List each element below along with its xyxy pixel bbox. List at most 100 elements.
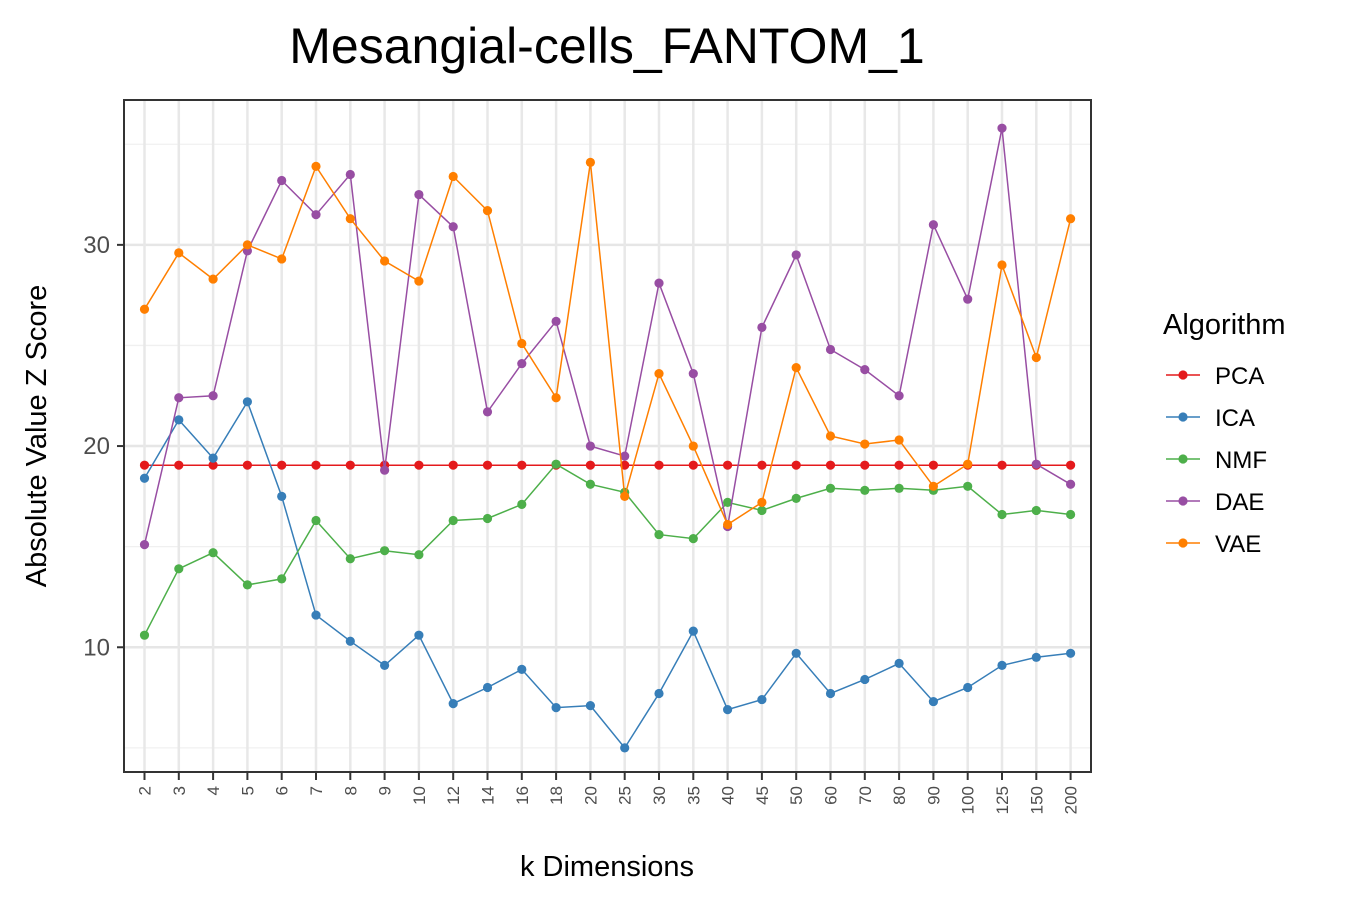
data-point-ica bbox=[345, 636, 355, 646]
x-tick-label: 100 bbox=[959, 786, 978, 814]
data-point-pca bbox=[517, 460, 527, 470]
data-point-vae bbox=[997, 260, 1007, 270]
data-point-dae bbox=[517, 358, 527, 369]
data-point-dae bbox=[208, 391, 218, 401]
data-point-nmf bbox=[723, 497, 733, 507]
data-point-pca bbox=[825, 460, 836, 470]
data-point-nmf bbox=[242, 580, 252, 590]
data-point-vae bbox=[723, 519, 733, 530]
data-point-ica bbox=[791, 648, 801, 658]
panel-border bbox=[123, 99, 1092, 773]
series-line-vae bbox=[143, 162, 1072, 526]
data-point-ica bbox=[688, 626, 698, 636]
data-point-pca bbox=[208, 460, 218, 470]
data-point-ica bbox=[414, 630, 424, 640]
chart-title: Mesangial-cells_FANTOM_1 bbox=[289, 18, 924, 74]
x-tick-label: 2 bbox=[136, 786, 155, 795]
data-point-vae bbox=[242, 240, 252, 250]
y-tick-label: 20 bbox=[83, 433, 110, 460]
data-point-nmf bbox=[791, 493, 801, 503]
data-point-pca bbox=[757, 460, 767, 470]
data-point-nmf bbox=[688, 534, 698, 544]
data-point-dae bbox=[688, 369, 698, 379]
data-point-ica bbox=[448, 698, 458, 709]
legend-item-pca: PCA bbox=[1166, 363, 1264, 390]
x-tick-label: 9 bbox=[376, 786, 395, 795]
legend-item-nmf: NMF bbox=[1166, 447, 1267, 474]
data-point-dae bbox=[963, 294, 973, 304]
data-point-nmf bbox=[757, 505, 767, 516]
data-point-vae bbox=[277, 254, 287, 264]
data-point-vae bbox=[688, 441, 698, 451]
data-point-nmf bbox=[963, 481, 973, 491]
series-line-nmf bbox=[143, 463, 1071, 636]
x-axis-title: k Dimensions bbox=[520, 851, 694, 883]
data-point-dae bbox=[860, 365, 870, 375]
data-point-nmf bbox=[448, 515, 458, 526]
data-point-nmf bbox=[174, 564, 184, 574]
series-ica bbox=[139, 397, 1076, 753]
data-point-dae bbox=[380, 465, 390, 475]
data-point-nmf bbox=[414, 550, 424, 560]
data-point-pca bbox=[139, 460, 150, 470]
data-point-dae bbox=[1066, 479, 1076, 489]
data-point-ica bbox=[1066, 648, 1076, 658]
data-point-vae bbox=[928, 481, 939, 491]
data-point-dae bbox=[414, 189, 424, 200]
legend-label-pca: PCA bbox=[1215, 363, 1264, 390]
data-point-nmf bbox=[654, 529, 664, 540]
data-point-pca bbox=[242, 460, 252, 470]
data-point-dae bbox=[620, 451, 630, 461]
data-point-ica bbox=[997, 660, 1007, 670]
data-point-nmf bbox=[208, 548, 218, 558]
series-line-dae bbox=[143, 128, 1071, 545]
data-point-dae bbox=[654, 278, 664, 288]
x-tick-label: 12 bbox=[444, 786, 463, 805]
y-axis-title: Absolute Value Z Score bbox=[21, 285, 53, 588]
x-tick-label: 16 bbox=[513, 786, 532, 805]
data-point-dae bbox=[825, 344, 836, 355]
legend-label-nmf: NMF bbox=[1215, 447, 1267, 474]
data-point-vae bbox=[791, 362, 801, 373]
x-tick-label: 90 bbox=[924, 786, 943, 805]
data-point-ica bbox=[928, 696, 939, 707]
legend-key-point bbox=[1178, 538, 1188, 548]
data-point-nmf bbox=[997, 509, 1007, 520]
data-point-dae bbox=[585, 441, 596, 451]
data-point-dae bbox=[997, 123, 1007, 133]
data-point-dae bbox=[448, 222, 458, 232]
data-point-vae bbox=[174, 248, 184, 258]
data-point-ica bbox=[208, 453, 218, 463]
data-point-vae bbox=[517, 338, 527, 349]
series-line-ica bbox=[143, 400, 1071, 750]
legend-key-point bbox=[1178, 370, 1188, 380]
x-tick-label: 8 bbox=[341, 786, 360, 795]
data-point-vae bbox=[585, 157, 596, 167]
legend-label-vae: VAE bbox=[1215, 531, 1261, 558]
grid-lines bbox=[124, 100, 1091, 772]
legend-key-point bbox=[1178, 496, 1188, 506]
x-tick-label: 50 bbox=[787, 786, 806, 805]
data-point-vae bbox=[1066, 214, 1076, 224]
data-point-nmf bbox=[139, 630, 150, 640]
data-point-ica bbox=[311, 610, 321, 620]
data-point-vae bbox=[825, 431, 836, 441]
legend-title: Algorithm bbox=[1163, 309, 1286, 341]
data-point-pca bbox=[1066, 460, 1076, 470]
data-point-ica bbox=[723, 705, 733, 715]
x-tick-label: 18 bbox=[547, 786, 566, 805]
y-axis: 10 20 30 bbox=[83, 232, 124, 661]
legend: Algorithm PCA ICA NMF DAE VAE bbox=[1163, 309, 1286, 558]
data-point-pca bbox=[345, 460, 355, 470]
data-point-ica bbox=[1031, 652, 1041, 662]
data-point-dae bbox=[174, 393, 184, 403]
legend-item-ica: ICA bbox=[1166, 405, 1255, 432]
x-tick-label: 25 bbox=[616, 786, 635, 805]
data-point-dae bbox=[894, 391, 904, 401]
data-point-dae bbox=[311, 210, 321, 220]
data-point-ica bbox=[894, 658, 904, 668]
x-tick-label: 7 bbox=[307, 786, 326, 795]
data-point-nmf bbox=[482, 513, 493, 524]
data-point-ica bbox=[585, 701, 596, 711]
data-point-dae bbox=[757, 322, 767, 332]
